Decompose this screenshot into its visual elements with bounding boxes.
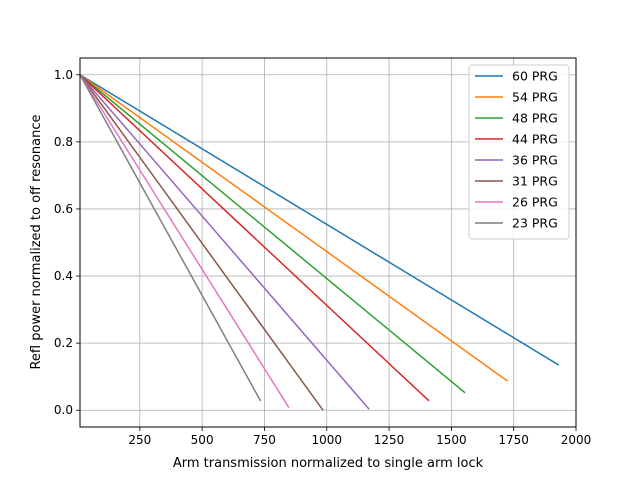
series-line-44-prg: [79, 74, 430, 402]
series-line-48-prg: [79, 74, 466, 394]
series-line-54-prg: [79, 74, 508, 382]
series-line-31-prg: [79, 74, 324, 411]
y-axis-label: Refl power normalized to off resonance: [29, 114, 44, 369]
x-tick-label: 1500: [436, 433, 467, 447]
legend-entry: 31 PRG: [512, 174, 558, 189]
x-tick-label: 250: [128, 433, 151, 447]
series-line-26-prg: [79, 74, 290, 408]
x-tick-label: 500: [191, 433, 214, 447]
legend-entry: 48 PRG: [512, 111, 558, 126]
legend: 60 PRG 54 PRG 48 PRG 44 PRG 36 PRG 31 PRG 26 P…: [468, 64, 570, 240]
plot-frame: [79, 57, 577, 428]
series-line-60-prg: [79, 74, 559, 366]
y-tick-label: 0.0: [54, 403, 73, 417]
legend-entry: 60 PRG: [512, 69, 558, 84]
y-tick-label: 0.2: [54, 336, 73, 350]
legend-box: [468, 64, 570, 240]
x-tick-label: 1750: [498, 433, 529, 447]
y-tick-label: 0.8: [54, 135, 73, 149]
legend-entry: 23 PRG: [512, 216, 558, 231]
legend-entry: 44 PRG: [512, 132, 558, 147]
legend-entry: 36 PRG: [512, 153, 558, 168]
y-axis-ticks: 0.0 0.2 0.4 0.6 0.8 1.0: [54, 68, 80, 417]
y-tick-label: 0.6: [54, 202, 73, 216]
x-tick-label: 750: [253, 433, 276, 447]
y-tick-label: 0.4: [54, 269, 73, 283]
y-tick-label: 1.0: [54, 68, 73, 82]
legend-entry: 26 PRG: [512, 195, 558, 210]
x-axis-label: Arm transmission normalized to single ar…: [173, 456, 484, 471]
series-line-36-prg: [79, 74, 370, 410]
x-tick-label: 2000: [561, 433, 592, 447]
x-axis-ticks: 250 500 750 1000 1250 1500 1750 2000: [128, 427, 591, 447]
series-lines: [79, 74, 559, 411]
legend-entry: 54 PRG: [512, 90, 558, 105]
x-tick-label: 1000: [311, 433, 342, 447]
series-line-23-prg: [79, 74, 262, 402]
x-tick-label: 1250: [374, 433, 405, 447]
